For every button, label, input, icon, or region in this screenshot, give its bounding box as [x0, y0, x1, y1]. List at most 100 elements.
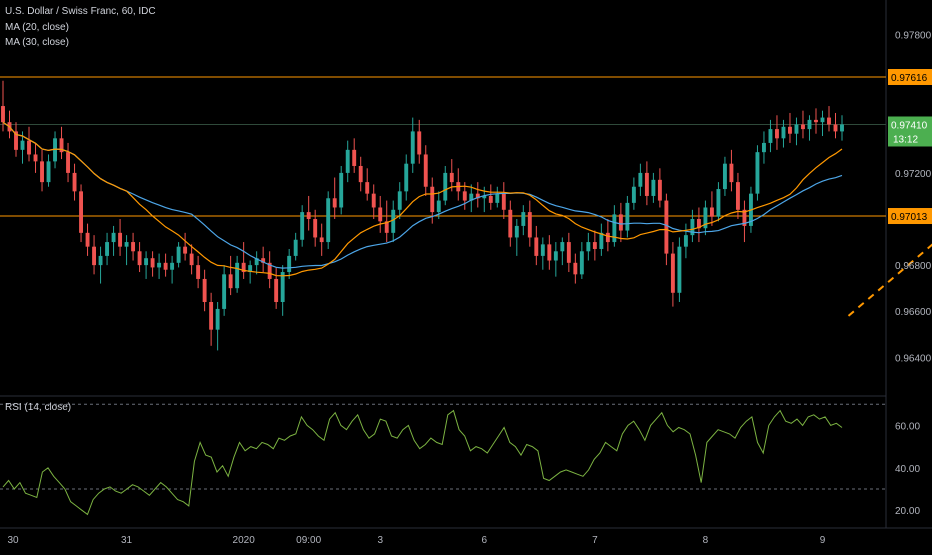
candle-body [300, 212, 305, 240]
candle-body [306, 212, 311, 220]
candle-body [553, 251, 558, 261]
symbol-title[interactable]: U.S. Dollar / Swiss Franc, 60, IDC [5, 6, 156, 17]
candle-body [144, 258, 149, 266]
ma30-line[interactable] [2, 121, 843, 269]
ma20-line[interactable] [2, 121, 843, 277]
candles [1, 80, 844, 351]
level-label: 0.97616 [891, 73, 928, 84]
candle-body [176, 246, 181, 263]
candle-body [339, 172, 344, 208]
candle-body [280, 272, 285, 303]
candle-body [124, 242, 129, 247]
candle-body [586, 242, 591, 252]
candle-body [118, 232, 123, 247]
candle-body [183, 246, 188, 254]
candle-body [326, 198, 331, 243]
ma30-legend[interactable]: MA (30, close) [5, 37, 69, 48]
candle-body [59, 138, 64, 153]
candle-body [287, 255, 292, 273]
candle-body [66, 152, 70, 173]
level-label-bg [888, 69, 932, 85]
candle-body [683, 235, 688, 247]
candle-body [228, 274, 233, 289]
candle-body [462, 191, 467, 201]
candle-body [625, 202, 630, 231]
candle-body [391, 209, 396, 233]
candle-body [196, 265, 201, 279]
candle-body [40, 161, 44, 183]
candle-body [352, 149, 357, 166]
ma20-legend[interactable]: MA (20, close) [5, 22, 69, 33]
level-label-bg [888, 208, 932, 225]
time-tick-label: 8 [703, 535, 709, 546]
candle-body [716, 189, 721, 217]
candle-body [833, 124, 838, 132]
candle-body [762, 142, 766, 153]
candle-body [547, 244, 552, 261]
candle-body [560, 242, 565, 252]
rsi-legend[interactable]: RSI (14, close) [5, 402, 72, 413]
candle-body [235, 262, 240, 289]
candle-body [495, 193, 500, 203]
time-tick-label: 6 [482, 535, 488, 546]
candle-body [105, 242, 110, 256]
candle-body [98, 255, 103, 266]
candle-body [397, 191, 402, 210]
candle-body [404, 163, 409, 192]
candle-body [209, 302, 214, 330]
candle-body [527, 212, 532, 238]
candle-body [670, 253, 675, 293]
last-price-label-bg [888, 116, 932, 147]
price-tick-label: 0.97200 [895, 169, 932, 180]
candle-body [657, 179, 662, 201]
candle-body [410, 131, 415, 164]
candle-body [768, 129, 773, 143]
candle-body [436, 200, 441, 213]
candle-body [827, 117, 831, 125]
time-tick-label: 7 [592, 535, 598, 546]
moving-averages [2, 121, 843, 277]
candle-body [612, 214, 617, 243]
candle-body [189, 253, 194, 266]
candle-body [475, 193, 480, 199]
candle-body [222, 274, 227, 309]
candle-body [378, 207, 383, 222]
price-tick-label: 0.96600 [895, 307, 932, 318]
candle-body [72, 172, 77, 192]
candle-body [703, 207, 708, 229]
candle-body [573, 262, 578, 275]
candle-body [449, 172, 454, 183]
candle-body [677, 246, 682, 293]
candle-body [534, 237, 539, 256]
candle-body [267, 262, 272, 279]
candle-body [20, 140, 25, 150]
candle-body [248, 265, 253, 273]
candle-body [540, 244, 545, 256]
candle-body [137, 251, 142, 266]
candle-body [651, 179, 656, 196]
time-tick-label: 31 [121, 535, 133, 546]
candle-body [820, 117, 825, 123]
candle-body [775, 129, 779, 139]
candle-body [170, 262, 175, 270]
rsi-tick-label: 40.00 [895, 464, 920, 475]
candle-body [163, 262, 168, 270]
candle-body [618, 214, 623, 231]
candle-body [92, 246, 97, 266]
rsi-line[interactable] [2, 409, 843, 516]
candle-body [521, 212, 526, 226]
candle-body [293, 239, 298, 256]
candle-body [53, 138, 57, 162]
candle-body [358, 165, 363, 183]
candle-body [514, 225, 519, 238]
candle-body [722, 163, 727, 190]
candle-body [443, 172, 448, 201]
candle-body [644, 172, 649, 196]
trendline[interactable] [847, 150, 932, 317]
rsi-tick-label: 20.00 [895, 506, 920, 517]
candle-body [638, 172, 643, 187]
candle-body [508, 209, 513, 238]
candle-body [202, 278, 207, 303]
